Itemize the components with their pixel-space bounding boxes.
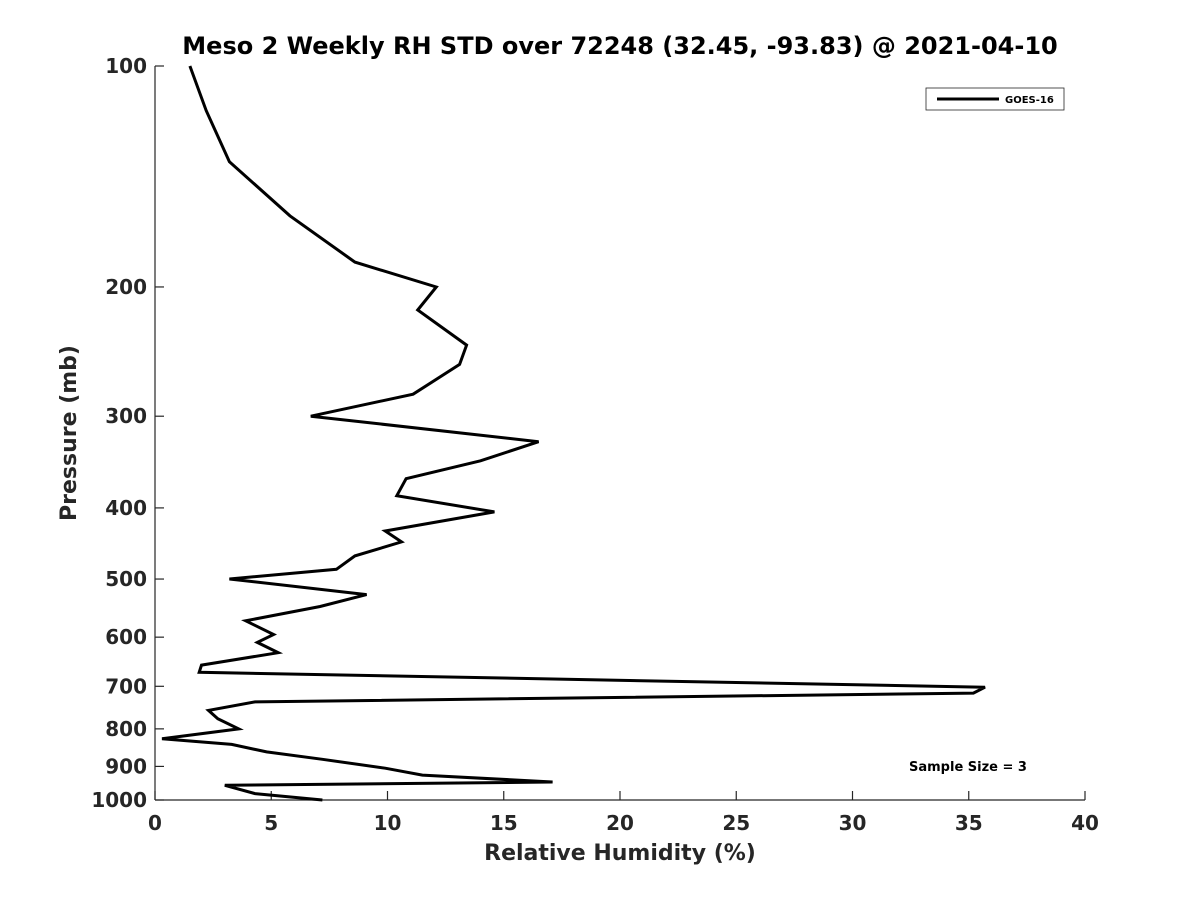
y-tick-label: 500 xyxy=(105,567,147,591)
y-axis-label: Pressure (mb) xyxy=(57,345,82,521)
sample-size-annotation: Sample Size = 3 xyxy=(909,760,1027,775)
x-tick-label: 10 xyxy=(374,811,402,835)
y-tick-label: 200 xyxy=(105,275,147,299)
y-tick-label: 400 xyxy=(105,496,147,520)
series-line-goes-16 xyxy=(161,65,986,802)
series-layer xyxy=(161,65,986,802)
legend: GOES-16 xyxy=(925,87,1065,111)
y-tick-label: 1000 xyxy=(91,788,147,812)
y-tick-label: 300 xyxy=(105,404,147,428)
x-tick-label: 30 xyxy=(839,811,867,835)
y-tick-label: 800 xyxy=(105,717,147,741)
y-tick-label: 700 xyxy=(105,674,147,698)
x-tick-label: 5 xyxy=(264,811,278,835)
x-tick-label: 20 xyxy=(606,811,634,835)
x-tick-label: 35 xyxy=(955,811,983,835)
x-tick-label: 0 xyxy=(148,811,162,835)
y-tick-label: 900 xyxy=(105,754,147,778)
y-tick-label: 600 xyxy=(105,625,147,649)
y-ticks: 100 200 300 400 500 600 700 800 900 1000 xyxy=(91,54,164,812)
chart-title: Meso 2 Weekly RH STD over 72248 (32.45, … xyxy=(182,32,1057,60)
y-tick-label: 100 xyxy=(105,54,147,78)
x-tick-label: 25 xyxy=(722,811,750,835)
x-tick-label: 15 xyxy=(490,811,518,835)
x-axis-label: Relative Humidity (%) xyxy=(484,841,756,866)
x-ticks: 0 5 10 15 20 25 30 35 40 xyxy=(148,791,1099,835)
x-tick-label: 40 xyxy=(1071,811,1099,835)
legend-label-goes-16: GOES-16 xyxy=(1005,95,1054,106)
axes xyxy=(154,66,1085,801)
